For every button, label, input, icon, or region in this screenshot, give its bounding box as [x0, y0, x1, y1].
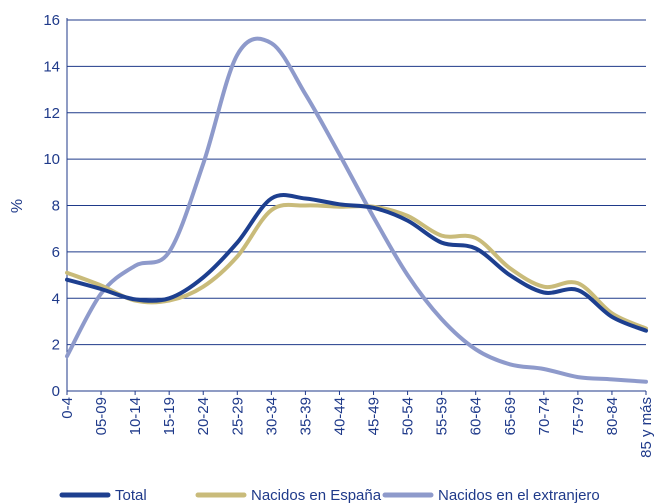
series-line — [65, 202, 648, 331]
x-tick-label: 25-29 — [229, 397, 246, 435]
y-tick-label: 10 — [43, 151, 60, 168]
x-tick-label: 05-09 — [93, 397, 110, 435]
series-line — [65, 193, 648, 333]
x-tick-label: 65-69 — [502, 397, 519, 435]
x-axis-ticks: 0-4 05-09 10-14 15-19 20-24 25-29 30-34 35-39 40… — [59, 391, 655, 458]
y-tick-label: 6 — [52, 244, 60, 261]
x-tick-label: 70-74 — [536, 397, 553, 435]
legend: Total Nacidos en España Nacidos en el extr… — [59, 487, 600, 504]
axes — [66, 18, 646, 392]
y-tick-label: 0 — [52, 383, 60, 400]
y-tick-label: 8 — [52, 198, 60, 215]
y-tick-label: 14 — [43, 58, 60, 75]
legend-label: Total — [115, 487, 147, 504]
x-tick-label: 55-59 — [434, 397, 451, 435]
y-tick-label: 12 — [43, 105, 60, 122]
y-axis-label: % — [9, 199, 26, 213]
x-tick-label: 45-49 — [366, 397, 383, 435]
x-tick-label: 10-14 — [127, 397, 144, 435]
x-tick-label: 35-39 — [297, 397, 314, 435]
y-tick-label: 16 — [43, 12, 60, 29]
x-tick-label: 20-24 — [195, 397, 212, 435]
x-tick-label: 85 y más — [638, 397, 655, 458]
x-tick-label: 50-54 — [400, 397, 417, 435]
x-tick-label: 0-4 — [59, 397, 76, 419]
y-tick-label: 4 — [52, 290, 60, 307]
x-tick-label: 40-44 — [331, 397, 348, 435]
x-tick-label: 75-79 — [570, 397, 587, 435]
x-tick-label: 30-34 — [263, 397, 280, 435]
series-line — [65, 36, 648, 384]
series-lines — [65, 36, 648, 384]
x-tick-label: 60-64 — [468, 397, 485, 435]
legend-label: Nacidos en España — [251, 487, 382, 504]
legend-label: Nacidos en el extranjero — [438, 487, 600, 504]
x-tick-label: 80-84 — [604, 397, 621, 435]
y-tick-label: 2 — [52, 337, 60, 354]
x-tick-label: 15-19 — [161, 397, 178, 435]
y-axis-ticks: 0 2 4 6 8 10 12 14 16 — [43, 12, 60, 400]
